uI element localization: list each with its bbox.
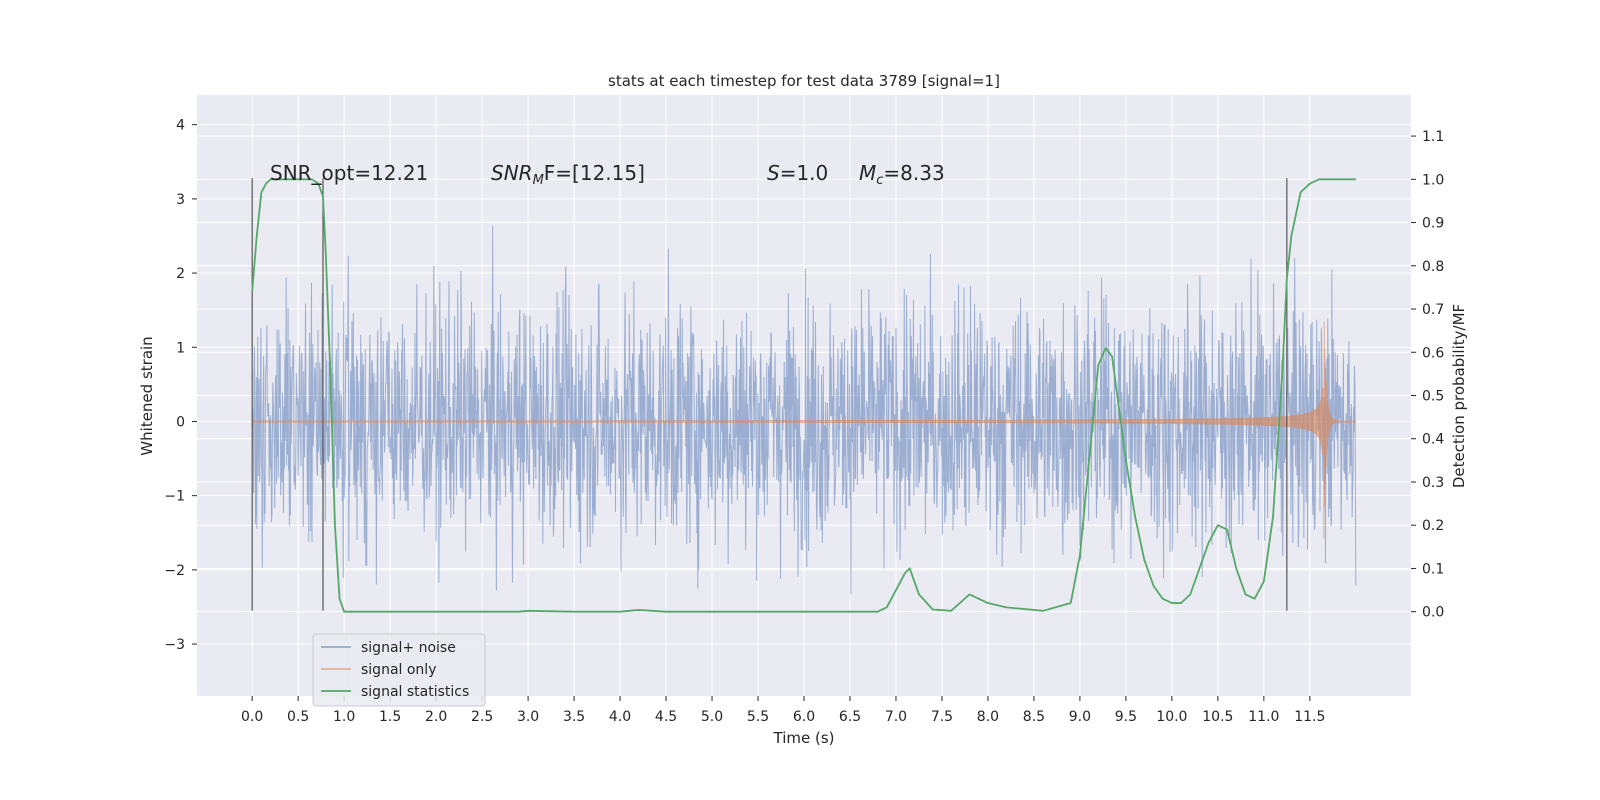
x-tick-label: 3.5	[563, 709, 585, 725]
x-tick-label: 2.5	[471, 709, 493, 725]
y-right-tick-label: 0.0	[1422, 605, 1444, 621]
y-tick-label: 0	[176, 414, 185, 430]
x-tick-label: 7.0	[885, 709, 907, 725]
x-tick-label: 0.5	[287, 709, 309, 725]
x-tick-label: 0.0	[241, 709, 263, 725]
y-tick-label: 4	[176, 118, 185, 134]
y-right-tick-label: 1.0	[1422, 172, 1444, 188]
y-tick-label: 1	[176, 340, 185, 356]
x-tick-label: 10.5	[1202, 709, 1233, 725]
y-tick-label: −2	[164, 563, 185, 579]
annotation-snr-mf: SNRMF=[12.15]	[491, 161, 645, 188]
legend: signal+ noise signal only signal statist…	[312, 633, 486, 707]
x-tick-label: 9.0	[1069, 709, 1091, 725]
x-tick-label: 5.5	[747, 709, 769, 725]
series-signal-only	[251, 321, 1357, 539]
legend-box	[312, 633, 486, 707]
signal-only-line	[251, 321, 1357, 539]
chart-title: stats at each timestep for test data 378…	[608, 72, 1000, 90]
x-tick-label: 11.5	[1294, 709, 1325, 725]
y-right-tick-label: 0.7	[1422, 302, 1444, 318]
y-tick-label: −1	[164, 489, 185, 505]
legend-label-signal-noise: signal+ noise	[361, 640, 456, 656]
annotation-snr-opt: SNR_opt=12.21	[270, 161, 428, 185]
x-tick-label: 8.0	[977, 709, 999, 725]
x-tick-label: 7.5	[931, 709, 953, 725]
y-right-tick-label: 0.1	[1422, 561, 1444, 577]
y-tick-label: 3	[176, 192, 185, 208]
y-right-tick-label: 0.4	[1422, 432, 1444, 448]
x-tick-label: 2.0	[425, 709, 447, 725]
x-tick-label: 1.0	[333, 709, 355, 725]
y-right-tick-label: 0.5	[1422, 389, 1444, 405]
signal-noise-line	[251, 225, 1357, 595]
y-right-tick-label: 0.3	[1422, 475, 1444, 491]
x-tick-label: 9.5	[1115, 709, 1137, 725]
y-right-tick-label: 0.8	[1422, 259, 1444, 275]
y-tick-label: 2	[176, 266, 185, 282]
vertical-markers	[251, 178, 1288, 611]
series-signal-statistics	[251, 178, 1356, 613]
x-tick-label: 8.5	[1023, 709, 1045, 725]
annotation-mc: Mc=8.33	[859, 161, 945, 188]
x-tick-label: 1.5	[379, 709, 401, 725]
x-tick-label: 4.0	[609, 709, 631, 725]
legend-label-signal-statistics: signal statistics	[361, 684, 469, 700]
x-tick-label: 10.0	[1156, 709, 1187, 725]
x-tick-label: 5.0	[701, 709, 723, 725]
legend-label-signal-only: signal only	[361, 662, 436, 678]
y-axis-label: Whitened strain	[138, 336, 156, 455]
y-right-tick-label: 1.1	[1422, 129, 1444, 145]
y-right-axis-label: Detection probability/MF	[1450, 304, 1468, 488]
series-signal-noise	[251, 225, 1357, 595]
x-tick-label: 3.0	[517, 709, 539, 725]
x-tick-label: 6.5	[839, 709, 861, 725]
y-right-tick-label: 0.6	[1422, 345, 1444, 361]
y-right-tick-label: 0.2	[1422, 518, 1444, 534]
y-tick-label: −3	[164, 637, 185, 653]
x-axis-label: Time (s)	[773, 729, 835, 747]
y-right-tick-label: 0.9	[1422, 216, 1444, 232]
x-tick-label: 4.5	[655, 709, 677, 725]
x-tick-label: 11.0	[1248, 709, 1279, 725]
annotation-s: S=1.0	[767, 161, 828, 185]
axes: 0.0 0.5 1.0 1.5 2.0 2.5 3.0 3.5 4.0 4.5 5.0 5.5 6.0 6…	[164, 118, 1444, 725]
signal-statistics-line	[251, 178, 1356, 613]
x-tick-label: 6.0	[793, 709, 815, 725]
